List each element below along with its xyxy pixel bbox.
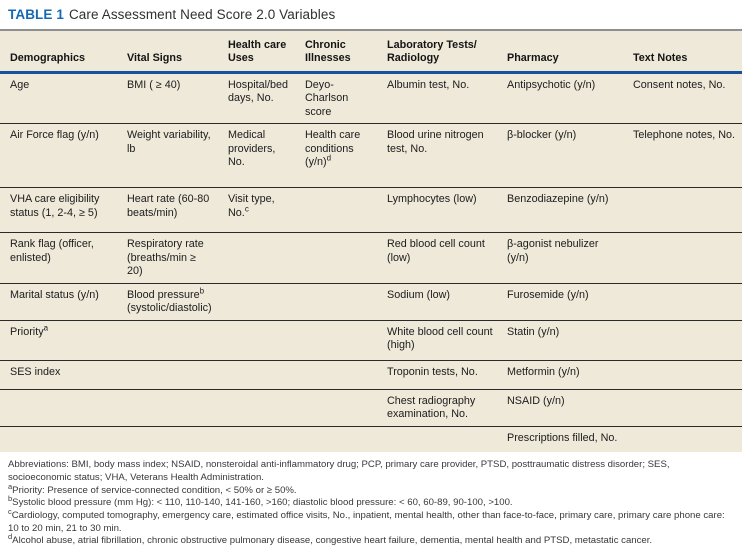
table-cell: Respiratory rate (breaths/min ≥ 20) <box>118 232 219 284</box>
table-cell <box>118 426 219 452</box>
table-cell <box>296 426 378 452</box>
table-cell: Consent notes, No. <box>624 72 742 125</box>
table-cell: Sodium (low) <box>378 283 498 321</box>
table-row: Air Force flag (y/n) Weight variability, … <box>0 123 742 189</box>
table-cell: Red blood cell count (low) <box>378 232 498 284</box>
column-header: Vital Signs <box>118 30 219 74</box>
table-cell: SES index <box>0 360 118 390</box>
footnote-line: cCardiology, computed tomography, emerge… <box>8 506 725 534</box>
table-row: VHA care eligibility status (1, 2-4, ≥ 5… <box>0 187 742 234</box>
table-cell: Antipsychotic (y/n) <box>498 72 624 125</box>
table-cell <box>219 426 296 452</box>
table-cell: Medical providers, No. <box>219 123 296 189</box>
table-cell: Air Force flag (y/n) <box>0 123 118 189</box>
column-header: Pharmacy <box>498 30 624 74</box>
table-cell <box>118 389 219 427</box>
table-cell: Prioritya <box>0 320 118 361</box>
table-cell: BMI ( ≥ 40) <box>118 72 219 125</box>
table-cell: Lymphocytes (low) <box>378 187 498 234</box>
table-cell <box>624 320 742 361</box>
table-row: SES index Troponin tests, No. Metformin (y… <box>0 360 742 390</box>
table-cell <box>219 360 296 390</box>
table-cell <box>296 360 378 390</box>
table-cell: Benzodiazepine (y/n) <box>498 187 624 234</box>
table-cell <box>219 389 296 427</box>
table-cell: Blood urine nitrogen test, No. <box>378 123 498 189</box>
table-cell <box>624 187 742 234</box>
table-cell: Rank flag (officer, enlisted) <box>0 232 118 284</box>
variables-table: Demographics Vital Signs Health care Uses C… <box>0 29 742 453</box>
footnote-text: Priority: Presence of service-connected … <box>12 484 297 496</box>
table-cell: Telephone notes, No. <box>624 123 742 189</box>
footnote-text: Systolic blood pressure (mm Hg): < 110, … <box>12 497 513 509</box>
table-cell: Deyo-Charlson score <box>296 72 378 125</box>
table-cell <box>219 320 296 361</box>
table-number-label: TABLE 1 <box>8 7 64 22</box>
table-cell: NSAID (y/n) <box>498 389 624 427</box>
table-cell <box>296 187 378 234</box>
table-cell <box>118 320 219 361</box>
table-cell: Age <box>0 72 118 125</box>
table-cell: Troponin tests, No. <box>378 360 498 390</box>
table-cell <box>296 320 378 361</box>
table-row: Prioritya White blood cell count (high) St… <box>0 320 742 361</box>
table-cell: White blood cell count (high) <box>378 320 498 361</box>
table-cell <box>624 232 742 284</box>
table-cell <box>378 426 498 452</box>
table-cell <box>296 232 378 284</box>
footnote-line: bSystolic blood pressure (mm Hg): < 110,… <box>8 494 513 509</box>
table-body: Age BMI ( ≥ 40) Hospital/bed days, No. Deyo… <box>0 72 742 452</box>
footnotes: Abbreviations: BMI, body mass index; NSA… <box>0 452 742 548</box>
header-row: Demographics Vital Signs Health care Uses C… <box>0 30 742 74</box>
table-cell: Health care conditions (y/n)d <box>296 123 378 189</box>
table-cell: Prescriptions filled, No. <box>507 431 618 444</box>
footnote-line: Abbreviations: BMI, body mass index; NSA… <box>8 459 734 484</box>
table-row: Age BMI ( ≥ 40) Hospital/bed days, No. Deyo… <box>0 72 742 125</box>
table-cell: Furosemide (y/n) <box>498 283 624 321</box>
table-cell <box>0 389 118 427</box>
table-cell <box>219 283 296 321</box>
table-cell <box>219 232 296 284</box>
table-row: Chest radiography examination, No. NSAID … <box>0 389 742 427</box>
table-cell: Marital status (y/n) <box>0 283 118 321</box>
column-header: Demographics <box>0 30 118 74</box>
table-title: TABLE 1 Care Assessment Need Score 2.0 Va… <box>0 0 742 29</box>
column-header: Health care Uses <box>219 30 296 74</box>
table-cell: VHA care eligibility status (1, 2-4, ≥ 5… <box>0 187 118 234</box>
table-title-text: Care Assessment Need Score 2.0 Variables <box>68 7 336 22</box>
table-cell: Hospital/bed days, No. <box>219 72 296 125</box>
table-cell: Chest radiography examination, No. <box>378 389 498 427</box>
table-cell: Blood pressureb (systolic/diastolic) <box>118 283 219 321</box>
table-cell <box>118 360 219 390</box>
table-row: Rank flag (officer, enlisted) Respiratory… <box>0 232 742 284</box>
table-row: Marital status (y/n) Blood pressureb (sys… <box>0 283 742 321</box>
table-cell: Weight variability, lb <box>118 123 219 189</box>
table-cell <box>296 389 378 427</box>
table-cell <box>0 426 118 452</box>
table-cell: Albumin test, No. <box>378 72 498 125</box>
footnote-text: Abbreviations: BMI, body mass index; NSA… <box>8 459 670 483</box>
table-cell <box>296 283 378 321</box>
table-cell <box>624 360 742 390</box>
table-cell <box>624 426 742 452</box>
footnote-line: dAlcohol abuse, atrial fibrillation, chr… <box>8 532 653 547</box>
table-cell: Visit type, No.c <box>219 187 296 234</box>
footnote-text: Cardiology, computed tomography, emergen… <box>8 509 725 534</box>
table-row: Prescriptions filled, No. <box>0 426 742 452</box>
table-cell <box>624 389 742 427</box>
table-cell: β-blocker (y/n) <box>498 123 624 189</box>
footnote-text: Alcohol abuse, atrial fibrillation, chro… <box>12 535 653 547</box>
column-header: Chronic Illnesses <box>296 30 378 74</box>
footnote-line: aPriority: Presence of service-connected… <box>8 481 297 496</box>
table-cell: Statin (y/n) <box>498 320 624 361</box>
column-header: Laboratory Tests/ Radiology <box>378 30 498 74</box>
table-cell: Metformin (y/n) <box>498 360 624 390</box>
column-header: Text Notes <box>624 30 742 74</box>
table-cell: β-agonist nebulizer (y/n) <box>498 232 624 284</box>
table-cell <box>624 283 742 321</box>
table-cell: Heart rate (60-80 beats/min) <box>118 187 219 234</box>
